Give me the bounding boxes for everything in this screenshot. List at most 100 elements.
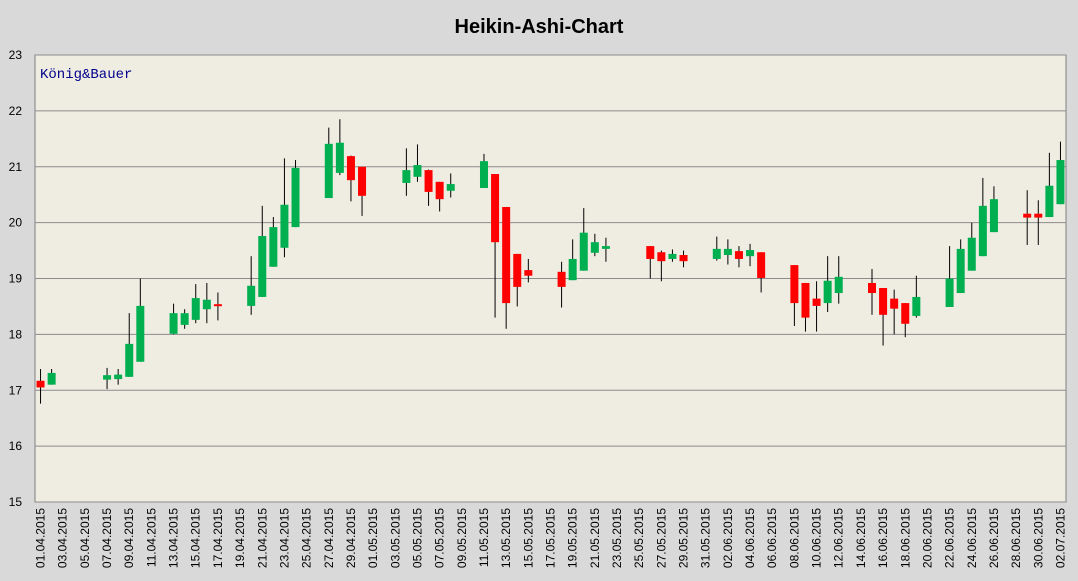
candle-body <box>668 253 677 259</box>
candle-body <box>646 246 655 259</box>
candle-body <box>978 205 987 257</box>
x-tick-label: 10.06.2015 <box>810 508 824 568</box>
candle-body <box>213 304 222 307</box>
y-tick-label: 17 <box>9 383 23 397</box>
y-tick-label: 18 <box>9 327 23 341</box>
candle-body <box>657 252 666 262</box>
x-tick-label: 29.05.2015 <box>677 508 691 568</box>
x-tick-label: 22.06.2015 <box>943 508 957 568</box>
x-tick-label: 05.05.2015 <box>410 508 424 568</box>
candle-body <box>790 265 799 304</box>
candle-body <box>435 181 444 200</box>
candle-body <box>335 142 344 173</box>
x-tick-label: 21.05.2015 <box>588 508 602 568</box>
candle-body <box>202 299 211 310</box>
x-tick-label: 14.06.2015 <box>854 508 868 568</box>
x-tick-label: 16.06.2015 <box>876 508 890 568</box>
x-tick-label: 23.04.2015 <box>277 508 291 568</box>
candle-body <box>491 174 500 243</box>
annotation: König&Bauer <box>40 67 132 83</box>
x-tick-label: 24.06.2015 <box>965 508 979 568</box>
candle-body <box>269 227 278 267</box>
x-tick-label: 28.06.2015 <box>1009 508 1023 568</box>
x-tick-label: 06.06.2015 <box>765 508 779 568</box>
x-tick-label: 05.04.2015 <box>78 508 92 568</box>
candle-body <box>402 170 411 183</box>
x-tick-label: 25.05.2015 <box>632 508 646 568</box>
candle-body <box>169 313 178 334</box>
x-tick-label: 21.04.2015 <box>255 508 269 568</box>
x-tick-label: 13.04.2015 <box>167 508 181 568</box>
x-tick-label: 04.06.2015 <box>743 508 757 568</box>
candle-body <box>446 184 455 191</box>
x-tick-label: 31.05.2015 <box>699 508 713 568</box>
x-tick-label: 11.04.2015 <box>144 508 158 567</box>
candle-body <box>1034 213 1043 218</box>
candle-body <box>679 255 688 262</box>
candle-body <box>424 170 433 192</box>
x-tick-label: 19.05.2015 <box>566 508 580 568</box>
candle-body <box>513 253 522 287</box>
candle-body <box>125 343 134 377</box>
candle-body <box>191 298 200 320</box>
x-tick-label: 27.05.2015 <box>654 508 668 568</box>
candle-body <box>557 271 566 287</box>
candle-body <box>1023 213 1032 218</box>
candle-body <box>258 236 267 297</box>
x-tick-label: 09.05.2015 <box>455 508 469 568</box>
candle-body <box>346 156 355 181</box>
candle-body <box>103 375 112 380</box>
candle-body <box>746 250 755 257</box>
y-tick-label: 23 <box>9 48 23 62</box>
y-tick-label: 21 <box>9 160 23 174</box>
x-tick-label: 01.04.2015 <box>34 508 48 568</box>
chart-title: Heikin-Ashi-Chart <box>455 16 624 38</box>
x-tick-label: 03.04.2015 <box>56 508 70 568</box>
x-tick-label: 08.06.2015 <box>787 508 801 568</box>
x-tick-label: 13.05.2015 <box>499 508 513 568</box>
x-tick-label: 17.04.2015 <box>211 508 225 568</box>
candle-body <box>989 199 998 233</box>
candle-body <box>734 251 743 259</box>
y-tick-label: 15 <box>9 495 23 509</box>
x-tick-label: 15.04.2015 <box>189 508 203 568</box>
x-tick-label: 20.06.2015 <box>920 508 934 568</box>
candle-body <box>358 166 367 196</box>
x-tick-label: 25.04.2015 <box>300 508 314 568</box>
candle-body <box>823 280 832 304</box>
candle-body <box>945 278 954 307</box>
candle-body <box>757 252 766 278</box>
y-tick-label: 16 <box>9 439 23 453</box>
candle-body <box>479 161 488 188</box>
candle-body <box>579 232 588 271</box>
candle-body <box>413 165 422 177</box>
x-tick-label: 23.05.2015 <box>610 508 624 568</box>
candle-body <box>247 285 256 306</box>
candle-body <box>867 282 876 294</box>
candle-body <box>324 143 333 199</box>
candle-body <box>47 372 56 385</box>
y-tick-label: 22 <box>9 104 23 118</box>
x-tick-label: 07.04.2015 <box>100 508 114 568</box>
candle-body <box>1045 185 1054 218</box>
x-tick-label: 27.04.2015 <box>322 508 336 568</box>
x-tick-label: 01.05.2015 <box>366 508 380 568</box>
candle-body <box>568 258 577 281</box>
candle-body <box>967 237 976 271</box>
candle-body <box>590 242 599 253</box>
candle-body <box>901 303 910 324</box>
candle-body <box>114 374 123 380</box>
x-tick-label: 11.05.2015 <box>477 508 491 567</box>
y-tick-label: 20 <box>9 216 23 230</box>
candle-body <box>291 167 300 228</box>
candle-body <box>812 298 821 306</box>
candle-body <box>136 305 145 362</box>
candle-body <box>601 246 610 249</box>
candle-body <box>712 248 721 259</box>
candle-body <box>280 204 289 248</box>
candle-body <box>723 248 732 256</box>
x-tick-label: 03.05.2015 <box>388 508 402 568</box>
x-tick-label: 17.05.2015 <box>544 508 558 568</box>
candle-body <box>502 206 511 304</box>
x-tick-label: 29.04.2015 <box>344 508 358 568</box>
